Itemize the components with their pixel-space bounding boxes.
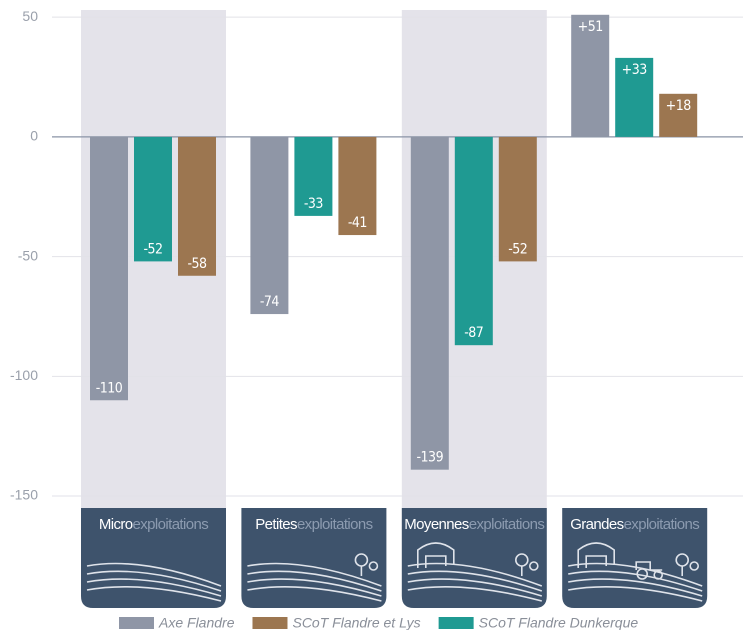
y-tick-label: -150: [10, 487, 38, 503]
value-label: -139: [417, 450, 444, 466]
bar: [410, 136, 449, 470]
value-label: +33: [622, 62, 647, 78]
bar: [250, 136, 289, 315]
field-line: [247, 578, 382, 597]
y-tick-label: -50: [18, 247, 38, 263]
bar: [134, 136, 172, 262]
field-line: [568, 578, 703, 597]
legend-swatch: [252, 617, 288, 629]
value-label: -87: [464, 325, 483, 341]
category-box: [81, 508, 226, 608]
tractor: [636, 568, 649, 580]
field-line: [568, 585, 703, 602]
legend-swatch: [119, 617, 154, 629]
tractor: [653, 570, 664, 580]
value-label: -58: [187, 256, 207, 272]
field-line: [86, 570, 222, 592]
category-box: [562, 508, 708, 608]
value-label: -52: [143, 241, 162, 257]
bar: [571, 14, 610, 137]
bar: [615, 57, 654, 137]
y-tick-label: -100: [10, 367, 38, 383]
category-name: Petites: [255, 516, 297, 533]
category-suffix: exploitations: [624, 516, 700, 533]
value-label: -33: [304, 196, 323, 212]
field-line: [247, 562, 382, 587]
field-line: [568, 570, 703, 592]
legend-swatch: [438, 617, 474, 629]
field-line: [247, 585, 382, 602]
value-label: -52: [508, 241, 527, 257]
bar: [294, 136, 333, 216]
value-label: +51: [578, 19, 603, 35]
bar: [338, 136, 377, 236]
legend-label: SCoT Flandre Dunkerque: [479, 615, 639, 630]
tree: [689, 561, 700, 571]
value-label: -74: [260, 294, 280, 310]
category-box: [241, 508, 387, 608]
value-label: +18: [666, 98, 692, 114]
y-tick-label: 50: [22, 8, 38, 24]
bar: [90, 136, 128, 401]
field-line: [568, 562, 703, 587]
barn: [577, 542, 615, 568]
field-line: [86, 585, 222, 602]
category-name: Micro: [99, 516, 133, 533]
field-line: [86, 562, 222, 587]
bar: [454, 136, 493, 346]
bar: [498, 136, 537, 262]
category-suffix: exploitations: [469, 516, 545, 533]
category-suffix: exploitations: [297, 516, 373, 533]
field-line: [407, 578, 543, 597]
category-label: Petitesexploitations: [255, 516, 372, 533]
tractor: [635, 561, 663, 571]
field-line: [86, 578, 222, 597]
legend-label: Axe Flandre: [158, 615, 235, 630]
field-line: [247, 570, 382, 592]
category-box: [401, 508, 547, 608]
bar: [178, 136, 216, 276]
value-label: -110: [96, 380, 123, 396]
category-name: Moyennes: [404, 516, 469, 533]
tree: [528, 561, 539, 571]
field-line: [407, 570, 543, 592]
legend-label: SCoT Flandre et Lys: [292, 615, 420, 630]
bar: [659, 93, 698, 137]
category-label: Moyennesexploitations: [404, 516, 544, 533]
y-tick-label: 0: [30, 128, 38, 144]
tree: [368, 561, 379, 571]
value-label: -41: [348, 215, 367, 231]
category-label: Grandesexploitations: [570, 516, 699, 533]
field-line: [407, 585, 543, 602]
category-name: Grandes: [570, 516, 623, 533]
field-line: [407, 562, 543, 587]
barn: [417, 542, 455, 568]
category-label: Microexploitations: [99, 516, 208, 533]
category-suffix: exploitations: [133, 516, 209, 533]
